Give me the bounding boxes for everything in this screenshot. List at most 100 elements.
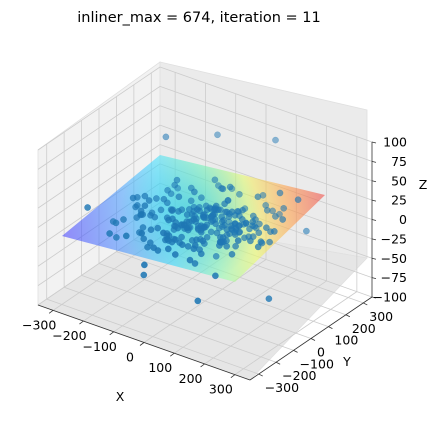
data-point [164, 245, 172, 253]
data-point [175, 208, 182, 215]
data-point [280, 204, 288, 212]
x-tick-mark [79, 320, 84, 325]
z-tick-label: 100 [383, 135, 407, 150]
data-point [203, 233, 211, 241]
data-point [220, 238, 227, 245]
data-point [187, 197, 195, 205]
data-point [160, 229, 167, 237]
x-tick-mark [139, 342, 145, 346]
data-point [137, 210, 145, 218]
data-point [144, 243, 151, 251]
data-point [199, 237, 207, 245]
data-point [178, 241, 186, 249]
z-tick-label: −50 [381, 251, 407, 266]
z-tick-mark [371, 238, 377, 241]
data-point [147, 226, 155, 234]
data-point [191, 260, 199, 267]
data-point [219, 185, 227, 193]
y-tick-label: 300 [369, 309, 393, 324]
data-point [279, 216, 287, 223]
data-point [212, 220, 219, 228]
data-point [153, 195, 160, 202]
data-point [228, 250, 236, 258]
data-point [175, 193, 183, 201]
data-point [216, 242, 223, 249]
data-point [265, 295, 273, 303]
data-point [162, 133, 170, 141]
x-tick-mark [230, 374, 236, 378]
y-tick-label: 100 [334, 333, 358, 348]
data-point [139, 224, 147, 231]
z-tick-label: 0 [399, 212, 407, 227]
z-tick-label: −75 [381, 270, 407, 285]
data-point [133, 202, 141, 209]
data-point [226, 183, 234, 191]
grid-z-right [159, 105, 373, 182]
z-tick-label: −100 [373, 290, 407, 305]
data-point [172, 236, 179, 243]
data-point [106, 230, 113, 237]
data-point [257, 238, 265, 246]
data-point [112, 219, 120, 227]
data-point [214, 131, 221, 139]
data-point [209, 211, 217, 219]
data-point [169, 215, 176, 223]
data-point [168, 207, 176, 215]
data-point [160, 195, 168, 203]
z-tick-mark [371, 219, 377, 221]
data-point [212, 272, 219, 280]
data-point [272, 136, 279, 144]
x-axis-label: X [116, 389, 125, 404]
z-axis-label: Z [419, 177, 428, 192]
data-point [266, 238, 273, 246]
y-tick-mark [275, 361, 281, 365]
data-point [241, 234, 248, 242]
data-point [154, 224, 162, 232]
data-point [141, 261, 148, 269]
x-tick-label: −300 [22, 317, 56, 332]
grid-y-floor [116, 251, 329, 328]
z-tick-mark [371, 160, 377, 163]
data-point [263, 206, 271, 214]
grid-y-floor [46, 298, 259, 375]
data-point [171, 251, 179, 258]
data-point [223, 226, 231, 233]
x-tick-label: −100 [83, 339, 117, 354]
y-tick-mark [293, 349, 298, 353]
data-point [249, 212, 257, 220]
data-point [141, 202, 149, 210]
data-point [191, 188, 198, 196]
x-tick-mark [109, 331, 114, 336]
data-point [212, 252, 220, 260]
z-tick-labels: −100 −75 −50 −25 0 25 50 75 100 [371, 135, 407, 305]
grid-y-floor [64, 286, 277, 363]
data-point [215, 206, 222, 214]
y-axis-label: Y [342, 354, 351, 369]
data-point [184, 243, 192, 250]
data-point [263, 224, 270, 232]
data-point [129, 194, 137, 202]
chart-title: inliner_max = 674, iteration = 11 [77, 10, 321, 26]
data-point [186, 256, 194, 264]
x-tick-labels: −300−200−100 0 100 200 300 [22, 310, 236, 397]
data-point [150, 244, 158, 252]
grid-z-left [37, 144, 161, 228]
data-point [147, 211, 154, 219]
data-point [222, 208, 229, 216]
y-tick-label: 200 [352, 321, 376, 336]
data-point [164, 235, 171, 243]
data-point [228, 208, 236, 216]
z-tick-label: −25 [381, 231, 407, 246]
y-tick-mark [328, 326, 333, 330]
data-point [213, 229, 221, 237]
grid-z-right [159, 85, 373, 162]
inlier-points [84, 131, 310, 305]
data-point [270, 228, 278, 235]
data-point [164, 186, 171, 194]
data-point [197, 250, 205, 258]
grid-z-left [37, 124, 161, 209]
z-tick-mark [371, 257, 377, 260]
z-tick-mark [371, 277, 377, 280]
